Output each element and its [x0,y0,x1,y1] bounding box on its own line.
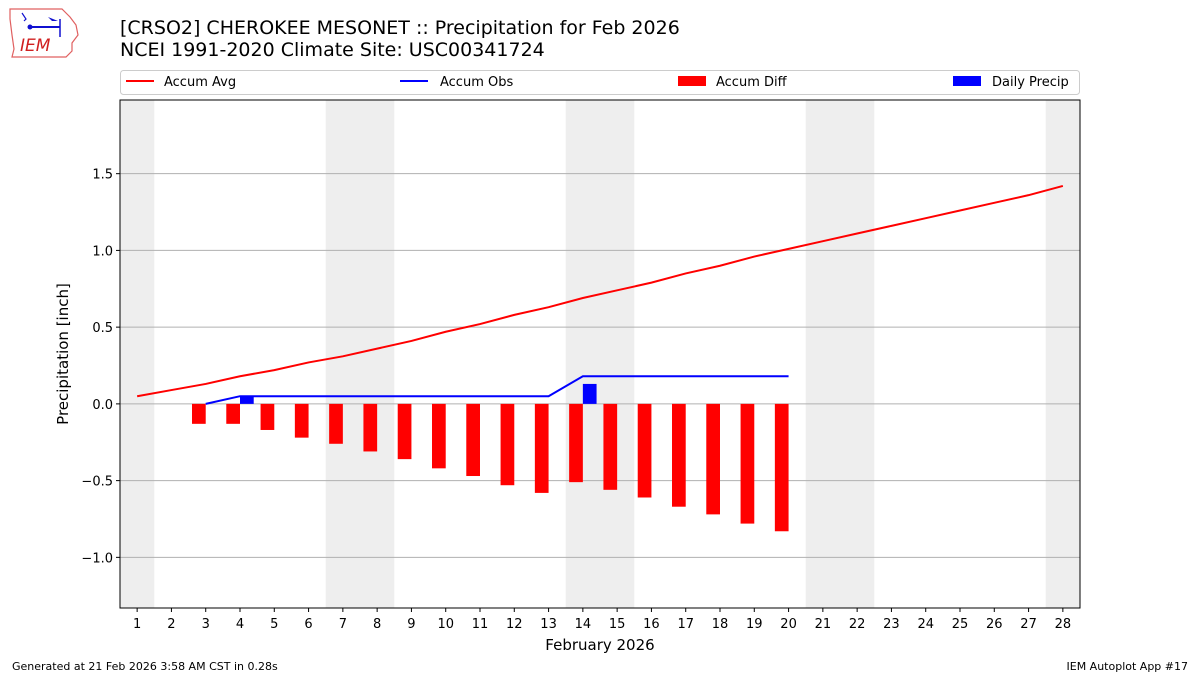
x-tick-label: 2 [167,617,175,632]
y-tick-label: 1.5 [92,168,113,183]
legend-box [120,70,1080,95]
x-tick-label: 18 [712,617,729,632]
x-tick-label: 16 [643,617,660,632]
legend-daily-precip-label: Daily Precip [992,75,1069,90]
accum-diff-bar [569,403,583,483]
accum-diff-bar [329,403,343,444]
x-tick-label: 25 [952,617,969,632]
generated-timestamp: Generated at 21 Feb 2026 3:58 AM CST in … [12,660,278,673]
x-tick-label: 6 [304,617,312,632]
accum-diff-bar [740,403,755,524]
daily-precip-bar [582,383,597,404]
legend-daily-precip-swatch [953,76,981,86]
x-tick-label: 13 [540,617,557,632]
accum-diff-bar [466,403,480,477]
series-group [136,184,1064,532]
weekend-shading [325,100,395,608]
x-tick-label: 5 [270,617,278,632]
accum-diff-bar [706,403,720,515]
logo-text: IEM [20,36,51,56]
plot-frame [119,99,1081,609]
accum-avg-line [136,184,1064,398]
x-tick-label: 24 [917,617,934,632]
x-tick-label: 26 [986,617,1003,632]
x-tick-label: 15 [609,617,626,632]
app-label: IEM Autoplot App #17 [1066,660,1189,673]
accum-obs-line [205,375,789,405]
accum-diff-bar [363,403,378,452]
y-tick-label: 0.5 [92,321,113,336]
iem-logo: IEM [8,5,80,59]
accum-diff-bar [226,403,240,424]
x-tick-label: 21 [815,617,832,632]
chart-subtitle: NCEI 1991-2020 Climate Site: USC00341724 [120,39,545,61]
accum-diff-bar [397,403,412,460]
x-tick-label: 14 [575,617,592,632]
y-axis-label: Precipitation [inch] [54,283,72,425]
accum-diff-bar [534,403,549,493]
x-tick-label: 10 [437,617,454,632]
weekend-shading [120,100,155,608]
weekend-shading [565,100,635,608]
accum-diff-bar [294,403,309,438]
accum-diff-bar [432,403,446,469]
x-tick-label: 23 [883,617,900,632]
daily-precip-bar [240,396,254,404]
x-tick-label: 1 [133,617,141,632]
accum-diff-bar [672,403,686,507]
x-tick-label: 20 [780,617,797,632]
x-tick-label: 8 [373,617,381,632]
x-tick-label: 27 [1020,617,1037,632]
accum-diff-bar [603,403,618,490]
weekend-shading [1045,100,1080,608]
x-tick-label: 11 [472,617,489,632]
y-tick-label: −0.5 [81,475,113,490]
x-tick-label: 12 [506,617,523,632]
accum-diff-bar [774,403,789,532]
x-tick-label: 3 [202,617,210,632]
legend-accum-avg-label: Accum Avg [164,75,236,90]
accum-diff-bar [637,403,652,498]
y-tick-label: −1.0 [81,551,113,566]
y-tick-label: 0.0 [92,398,113,413]
x-tick-label: 7 [339,617,347,632]
accum-diff-bar [260,403,275,430]
x-tick-label: 19 [746,617,763,632]
legend: Accum Avg Accum Obs Accum Diff Daily Precip [120,70,1080,95]
y-tick-label: 1.0 [92,244,113,259]
x-axis-label: February 2026 [545,636,654,654]
weekend-shading [805,100,875,608]
legend-accum-diff-label: Accum Diff [716,75,788,90]
x-tick-label: 28 [1055,617,1072,632]
accum-diff-bar [192,403,206,424]
x-tick-label: 9 [407,617,415,632]
x-tick-label: 4 [236,617,244,632]
chart-title: [CRSO2] CHEROKEE MESONET :: Precipitatio… [120,17,680,39]
x-tick-label: 17 [677,617,694,632]
legend-accum-obs-label: Accum Obs [440,75,513,90]
x-tick-label: 22 [849,617,866,632]
accum-diff-bar [500,403,515,486]
legend-accum-diff-swatch [678,76,706,86]
